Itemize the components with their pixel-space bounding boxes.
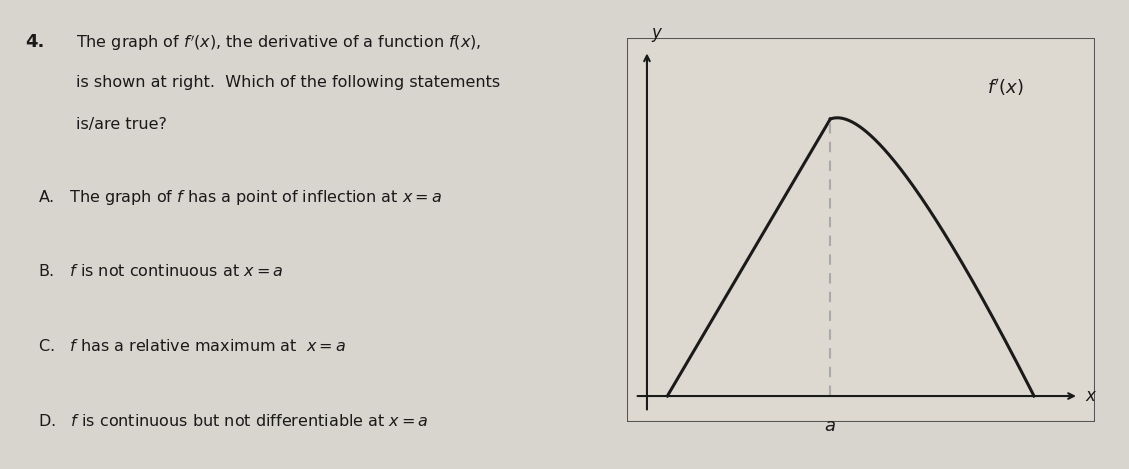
Text: C.   $f$ has a relative maximum at  $x = a$: C. $f$ has a relative maximum at $x = a$: [38, 338, 345, 354]
Text: A.   The graph of $f$ has a point of inflection at $x = a$: A. The graph of $f$ has a point of infle…: [38, 188, 441, 207]
Text: $f'(x)$: $f'(x)$: [987, 76, 1024, 98]
Text: $y$: $y$: [651, 26, 664, 44]
Text: B.   $f$ is not continuous at $x = a$: B. $f$ is not continuous at $x = a$: [38, 263, 283, 279]
Text: is shown at right.  Which of the following statements: is shown at right. Which of the followin…: [76, 75, 500, 90]
Text: is/are true?: is/are true?: [76, 117, 167, 132]
Text: $a$: $a$: [824, 417, 837, 435]
Text: The graph of $f'(x)$, the derivative of a function $f(x)$,: The graph of $f'(x)$, the derivative of …: [76, 33, 481, 53]
Text: 4.: 4.: [25, 33, 45, 51]
Text: D.   $f$ is continuous but not differentiable at $x = a$: D. $f$ is continuous but not differentia…: [38, 413, 429, 429]
Text: $x$: $x$: [1085, 387, 1097, 405]
